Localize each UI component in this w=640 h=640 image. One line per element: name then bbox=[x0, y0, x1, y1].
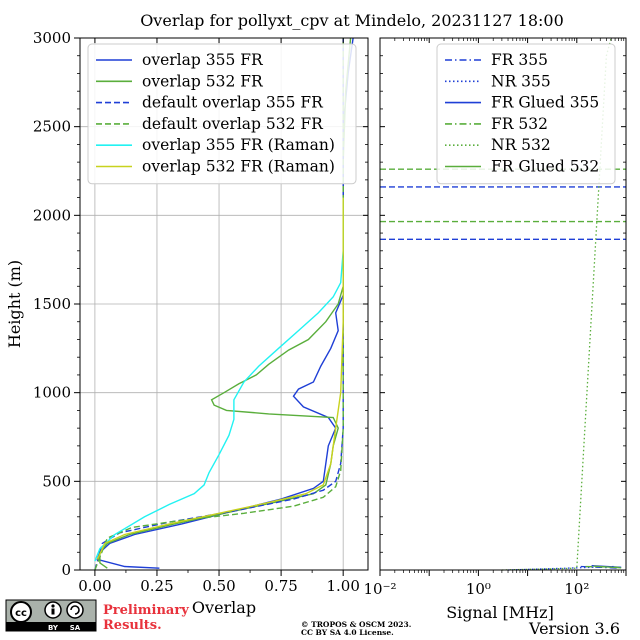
overlap-ytick-label-0: 0 bbox=[61, 561, 71, 579]
signal-legend-label-fr-355: FR 355 bbox=[491, 51, 548, 69]
overlap-ytick-label-3: 1500 bbox=[33, 295, 71, 313]
series-fr-glued-532 bbox=[593, 565, 622, 569]
by-label: BY bbox=[48, 624, 59, 632]
cc-license-badge: cc BY SA bbox=[5, 599, 97, 632]
cc-icon bbox=[10, 601, 32, 623]
signal-xlabel: Signal [MHz] bbox=[446, 603, 554, 622]
copyright-line-2: CC BY SA 4.0 License. bbox=[301, 628, 394, 637]
overlap-ytick-label-4: 2000 bbox=[33, 206, 71, 224]
sa-label: SA bbox=[70, 624, 81, 632]
overlap-xtick-label-4: 1.00 bbox=[326, 577, 359, 595]
overlap-legend-box bbox=[87, 43, 357, 185]
overlap-xtick-label-1: 0.25 bbox=[140, 577, 173, 595]
version-label: Version 3.6 bbox=[528, 619, 620, 638]
overlap-xtick-label-0: 0.00 bbox=[78, 577, 111, 595]
overlap-panel: 0.00 0.25 0.50 0.75 1.00 0 500 1000 1500 2000 2500… bbox=[5, 29, 369, 617]
overlap-ylabel: Height (m) bbox=[5, 260, 24, 348]
series-default-overlap-532-fr bbox=[94, 38, 344, 571]
overlap-legend-label-default-overlap-532-fr: default overlap 532 FR bbox=[142, 115, 324, 133]
overlap-ytick-label-5: 2500 bbox=[33, 118, 71, 136]
overlap-ytick-label-2: 1000 bbox=[33, 384, 71, 402]
signal-legend-label-nr-532: NR 532 bbox=[491, 136, 551, 154]
overlap-legend-label-overlap-532-fr-raman: overlap 532 FR (Raman) bbox=[142, 158, 335, 176]
series-overlap-532-fr bbox=[99, 37, 352, 569]
signal-legend-label-nr-355: NR 355 bbox=[491, 72, 551, 90]
sa-share-icon bbox=[66, 601, 84, 619]
preliminary-label: Preliminary bbox=[103, 603, 189, 618]
signal-xtick-label-0: 10⁻² bbox=[363, 580, 396, 598]
overlap-legend: overlap 355 FR overlap 532 FR default over… bbox=[87, 43, 357, 185]
figure-title: Overlap for pollyxt_cpv at Mindelo, 2023… bbox=[140, 11, 564, 30]
signal-legend-box bbox=[436, 43, 616, 185]
signal-legend-label-fr-glued-355: FR Glued 355 bbox=[491, 94, 599, 112]
copyright-line-1: © TROPOS & OSCM 2023. bbox=[301, 620, 411, 629]
results-label: Results. bbox=[103, 618, 162, 633]
cc-icon-text: cc bbox=[15, 608, 27, 619]
signal-panel: 10⁻² 10⁰ 10² Signal [MHz] FR 355 NR 355 FR G… bbox=[363, 37, 627, 622]
overlap-xlabel: Overlap bbox=[192, 598, 256, 617]
series-overlap-355-fr-raman bbox=[94, 197, 344, 562]
overlap-xtick-label-2: 0.50 bbox=[202, 577, 235, 595]
overlap-ticks: 0.00 0.25 0.50 0.75 1.00 0 500 1000 1500 2000 2500… bbox=[33, 29, 368, 595]
overlap-lines bbox=[94, 37, 354, 571]
signal-legend: FR 355 NR 355 FR Glued 355 FR 532 NR 532 FR G… bbox=[436, 43, 616, 185]
signal-legend-label-fr-glued-532: FR Glued 532 bbox=[491, 158, 599, 176]
signal-xtick-label-2: 10² bbox=[564, 580, 589, 598]
signal-ticks: 10⁻² 10⁰ 10² bbox=[363, 37, 627, 598]
overlap-legend-label-overlap-355-fr: overlap 355 FR bbox=[142, 51, 264, 69]
signal-legend-label-fr-532: FR 532 bbox=[491, 115, 548, 133]
overlap-legend-label-overlap-532-fr: overlap 532 FR bbox=[142, 72, 264, 90]
series-overlap-532-fr-raman bbox=[96, 197, 344, 560]
overlap-ytick-label-1: 500 bbox=[42, 472, 71, 490]
signal-xtick-label-1: 10⁰ bbox=[466, 580, 491, 598]
overlap-ytick-label-6: 3000 bbox=[33, 29, 71, 47]
overlap-legend-label-overlap-355-fr-raman: overlap 355 FR (Raman) bbox=[142, 136, 335, 154]
overlap-legend-label-default-overlap-355-fr: default overlap 355 FR bbox=[142, 94, 324, 112]
overlap-xtick-label-3: 0.75 bbox=[264, 577, 297, 595]
